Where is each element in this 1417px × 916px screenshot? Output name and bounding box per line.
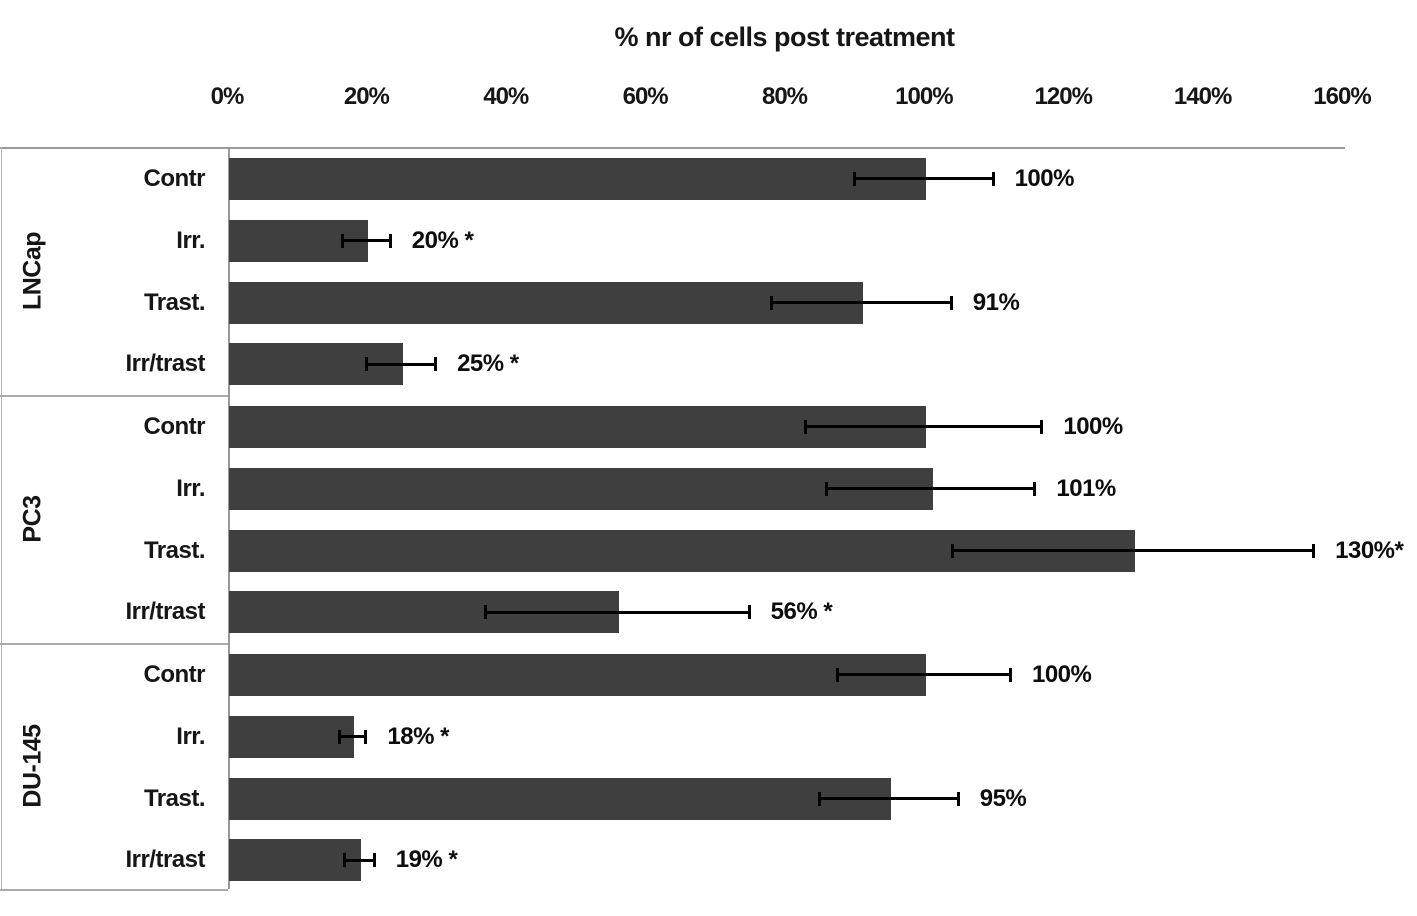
data-label: 101% [1056,474,1116,502]
chart-title: % nr of cells post treatment [614,22,955,52]
error-bar-cap-left [835,667,839,682]
error-bar-cap-left [340,233,344,248]
error-bar-cap-right [364,729,368,744]
error-bar-line [805,425,1043,429]
category-label: Contr [143,412,206,440]
error-bar-line [338,735,367,739]
data-label: 25% * [457,350,519,378]
error-bar-cap-right [1008,667,1012,682]
error-bar-cap-right [1312,543,1316,558]
category-label: Irr/trast [125,846,205,874]
category-label: Irr/trast [125,598,205,626]
category-label: Contr [143,660,206,688]
bar-pc3-irr [229,467,933,510]
error-bar-cap-right [434,357,438,372]
category-label: Irr/trast [125,350,205,378]
error-bar-cap-right [949,295,953,310]
error-bar-line [344,858,375,862]
error-bar-cap-left [769,295,773,310]
error-bar-line [836,673,1011,677]
error-bar-cap-left [825,481,829,496]
data-label: 130%* [1335,536,1404,564]
data-label: 95% [979,784,1027,812]
category-axis-line [227,147,230,889]
group-separator [0,395,228,397]
error-bar-line [854,177,994,181]
label-box-bottom-border [0,889,228,891]
error-bar-line [366,362,437,366]
error-bar-cap-left [853,171,857,186]
x-tick-label: 80% [761,83,808,110]
data-label: 18% * [387,722,449,750]
error-bar-cap-right [1033,481,1037,496]
error-bar-cap-right [747,605,751,620]
bar-du-145-irrtrast [229,839,362,882]
error-bar-cap-right [956,791,960,806]
label-box-left-border [1,147,2,889]
error-bar-cap-left [337,729,341,744]
bar-lncap-contr [229,157,926,200]
x-tick-label: 120% [1034,83,1093,110]
category-label: Irr. [176,722,205,750]
error-bar-line [341,239,391,243]
x-tick-label: 100% [895,83,953,110]
error-bar-cap-left [804,419,808,434]
group-separator [0,643,228,645]
x-tick-label: 60% [622,83,669,110]
error-bar-cap-left [950,543,954,558]
data-label: 19% * [395,846,458,874]
data-label: 20% * [411,226,474,254]
data-label: 100% [1063,412,1123,440]
data-label: 100% [1031,660,1092,688]
bar-du-145-contr [229,653,926,696]
error-bar-cap-left [818,791,822,806]
error-bar-line [484,610,750,614]
error-bar-line [770,301,952,304]
bar-du-145-trast [229,777,892,820]
error-bar-cap-right [991,171,995,186]
error-bar-cap-left [483,605,487,620]
error-bar-line [826,487,1036,491]
error-bar-cap-right [1040,419,1044,434]
x-tick-label: 20% [343,83,390,110]
category-label: Irr. [176,226,205,254]
category-label: Trast. [143,536,206,564]
category-label: Contr [143,164,206,192]
bar-du-145-irr [229,715,355,758]
error-bar-cap-right [372,853,376,868]
x-tick-label: 40% [483,83,529,110]
data-label: 56% * [770,598,833,626]
data-label: 91% [972,288,1020,316]
error-bar-cap-left [365,357,369,372]
error-bar-cap-right [388,233,392,248]
error-bar-line [951,549,1315,552]
bar-lncap-trast [229,281,864,324]
category-label: Trast. [143,288,206,316]
x-tick-label: 140% [1173,83,1232,110]
category-label: Irr. [176,474,205,502]
error-bar-cap-left [343,853,347,868]
data-label: 100% [1014,164,1075,192]
x-tick-label: 160% [1313,83,1371,110]
category-label: Trast. [143,784,206,812]
plot-top-border [0,147,1345,149]
x-tick-label: 0% [210,83,245,110]
error-bar-line [819,797,959,800]
